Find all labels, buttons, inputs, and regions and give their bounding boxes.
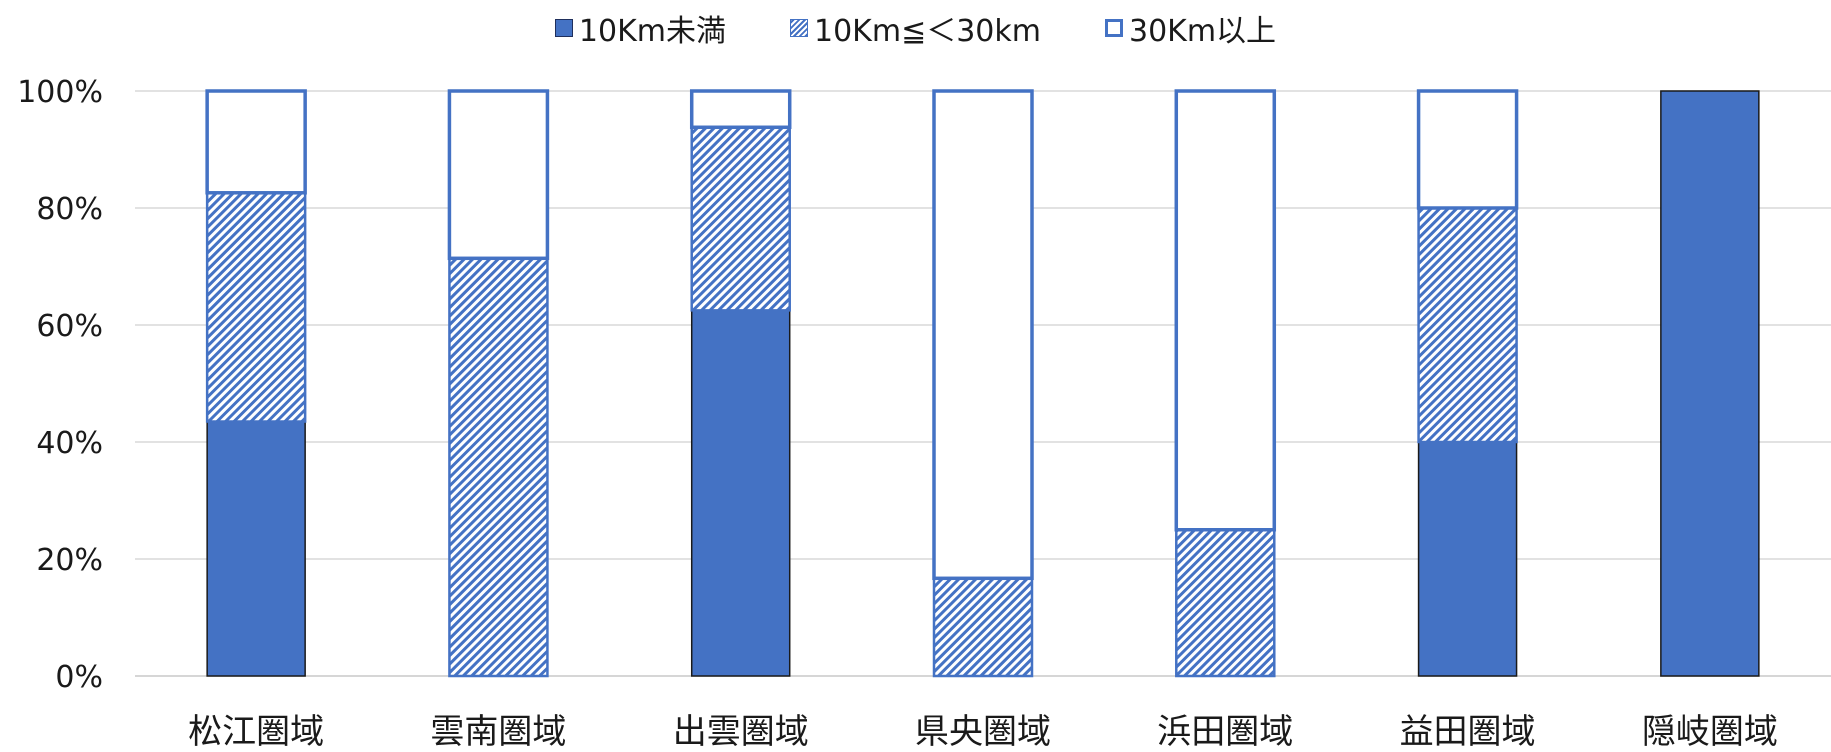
bars — [205, 89, 1760, 678]
legend-item-under-10km: 10Km未満 — [554, 6, 726, 50]
legend-swatch-hatch — [790, 19, 808, 37]
y-tick-label: 40% — [36, 426, 103, 461]
legend-label: 10Km≦＜30km — [814, 14, 1041, 49]
bar-segment — [1416, 89, 1519, 210]
bar-segment — [1174, 89, 1277, 532]
y-tick-label: 60% — [36, 309, 103, 344]
legend-swatch-outline — [1104, 19, 1123, 37]
x-category-label: 隠岐圏域 — [1642, 712, 1778, 752]
legend-swatch-solid — [554, 19, 573, 37]
y-tick-label: 80% — [36, 192, 103, 227]
bar-segment — [932, 89, 1034, 581]
bar-segment — [206, 420, 306, 677]
legend-label: 10Km未満 — [578, 14, 726, 49]
y-tick-label: 20% — [36, 543, 103, 578]
bar-segment — [1417, 441, 1518, 677]
x-axis-category-labels: 松江圏域 雲南圏域 出雲圏域 県央圏域 浜田圏域 益田圏域 隠岐圏域 — [188, 712, 1778, 752]
bar-segment — [690, 126, 791, 312]
legend-label: 30Km以上 — [1128, 14, 1277, 49]
bar-segment — [1660, 90, 1760, 677]
bar-segment — [690, 309, 791, 677]
bar-segment — [689, 89, 792, 130]
x-category-label: 雲南圏域 — [430, 712, 566, 752]
x-category-label: 県央圏域 — [915, 712, 1051, 752]
bar-segment — [448, 257, 549, 678]
bar-segment — [932, 577, 1034, 678]
bar-segment — [447, 89, 550, 261]
legend-item-10-to-30km: 10Km≦＜30km — [790, 6, 1041, 50]
bar-segment — [205, 89, 307, 195]
x-category-label: 松江圏域 — [188, 712, 324, 752]
bar-segment — [1417, 206, 1518, 444]
bar-segment — [205, 191, 307, 423]
x-category-label: 出雲圏域 — [673, 712, 809, 752]
bar-segment — [1175, 528, 1276, 678]
y-tick-label: 0% — [55, 660, 103, 695]
x-category-label: 浜田圏域 — [1157, 712, 1293, 752]
legend-item-over-30km: 30Km以上 — [1104, 6, 1277, 50]
x-category-label: 益田圏域 — [1400, 712, 1536, 752]
y-tick-label: 100% — [17, 75, 103, 110]
legend: 10Km未満 10Km≦＜30km 30Km以上 — [0, 6, 1831, 50]
y-axis-tick-labels: 0% 20% 40% 60% 80% 100% — [17, 75, 103, 695]
